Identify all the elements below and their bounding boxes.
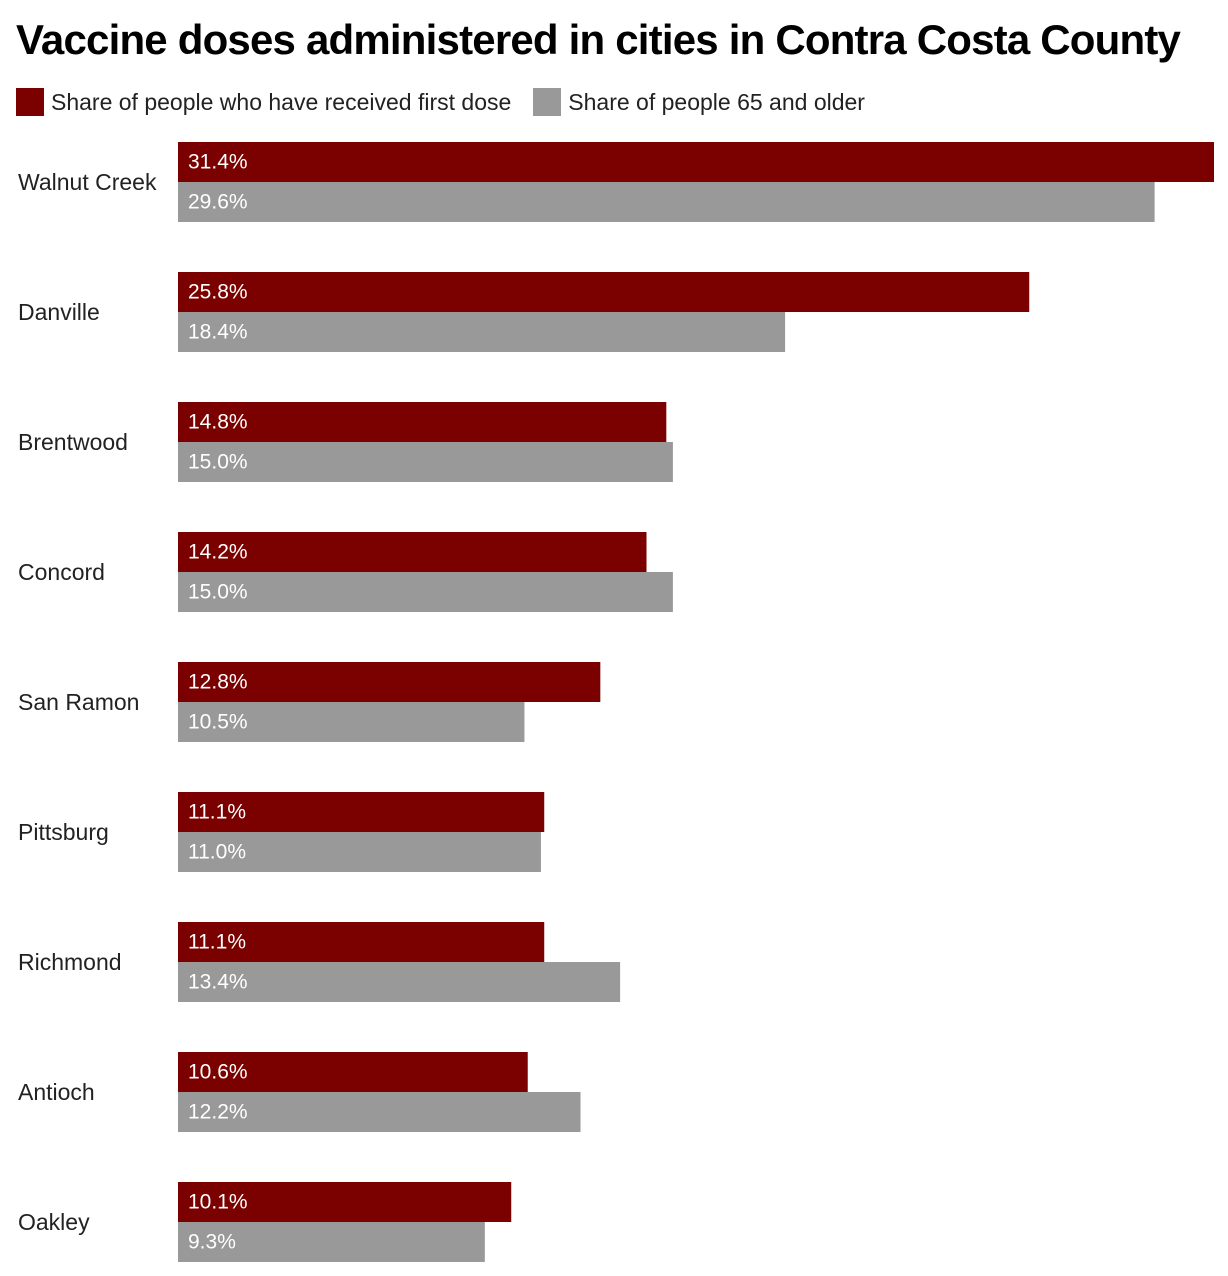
bar-brentwood-series-0	[178, 402, 667, 442]
bar-concord-series-1	[178, 572, 673, 612]
legend-swatch-first-dose	[16, 88, 44, 116]
legend-label-first-dose: Share of people who have received first …	[51, 88, 512, 115]
bar-san-ramon-series-0	[178, 662, 601, 702]
bar-walnut-creek-series-0	[178, 142, 1214, 182]
value-label-oakley-series-1: 9.3%	[188, 1231, 236, 1254]
legend-swatch-65-older	[533, 88, 562, 116]
category-label-brentwood: Brentwood	[18, 429, 128, 455]
value-label-san-ramon-series-1: 10.5%	[188, 711, 248, 734]
bar-san-ramon-series-1	[178, 702, 525, 742]
bar-antioch-series-0	[178, 1052, 528, 1092]
legend-item-first-dose: Share of people who have received first …	[16, 88, 511, 116]
category-label-oakley: Oakley	[18, 1209, 90, 1235]
category-label-san-ramon: San Ramon	[18, 689, 139, 715]
bar-danville-series-0	[178, 272, 1030, 312]
category-label-richmond: Richmond	[18, 949, 122, 975]
bar-richmond-series-0	[178, 922, 545, 962]
bar-pittsburg-series-0	[178, 792, 545, 832]
value-label-brentwood-series-1: 15.0%	[188, 451, 248, 474]
value-label-walnut-creek-series-0: 31.4%	[188, 151, 248, 174]
bar-richmond-series-1	[178, 962, 621, 1002]
bar-danville-series-1	[178, 312, 786, 352]
value-label-oakley-series-0: 10.1%	[188, 1191, 248, 1214]
legend-label-65-older: Share of people 65 and older	[568, 88, 865, 115]
value-label-richmond-series-0: 11.1%	[188, 931, 246, 954]
bar-oakley-series-0	[178, 1182, 512, 1222]
value-label-pittsburg-series-0: 11.1%	[188, 801, 246, 824]
bar-walnut-creek-series-1	[178, 182, 1155, 222]
bar-oakley-series-1	[178, 1222, 485, 1262]
bar-concord-series-0	[178, 532, 647, 572]
bar-pittsburg-series-1	[178, 832, 541, 872]
value-label-brentwood-series-0: 14.8%	[188, 411, 248, 434]
value-label-san-ramon-series-0: 12.8%	[188, 671, 248, 694]
value-label-danville-series-0: 25.8%	[188, 281, 248, 304]
bar-antioch-series-1	[178, 1092, 581, 1132]
legend-item-65-older: Share of people 65 and older	[533, 88, 865, 116]
chart-title: Vaccine doses administered in cities in …	[16, 16, 1181, 63]
bar-brentwood-series-1	[178, 442, 673, 482]
category-label-walnut-creek: Walnut Creek	[18, 169, 157, 195]
value-label-richmond-series-1: 13.4%	[188, 971, 248, 994]
category-label-danville: Danville	[18, 299, 100, 325]
category-label-concord: Concord	[18, 559, 105, 585]
value-label-antioch-series-0: 10.6%	[188, 1061, 248, 1084]
value-label-danville-series-1: 18.4%	[188, 321, 248, 344]
legend: Share of people who have received first …	[16, 88, 887, 116]
category-label-antioch: Antioch	[18, 1079, 95, 1105]
value-label-pittsburg-series-1: 11.0%	[188, 841, 246, 864]
value-label-antioch-series-1: 12.2%	[188, 1101, 248, 1124]
value-label-concord-series-1: 15.0%	[188, 581, 248, 604]
value-label-walnut-creek-series-1: 29.6%	[188, 191, 248, 214]
value-label-concord-series-0: 14.2%	[188, 541, 248, 564]
category-label-pittsburg: Pittsburg	[18, 819, 109, 845]
